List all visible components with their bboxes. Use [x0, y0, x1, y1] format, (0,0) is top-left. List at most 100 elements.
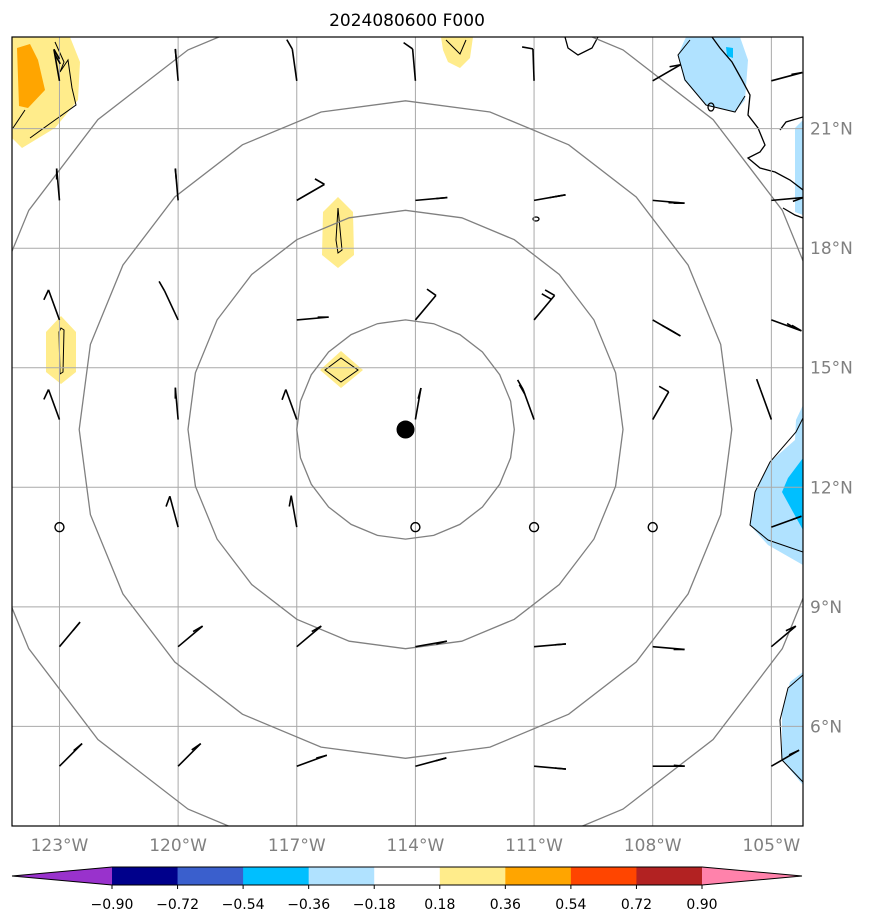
- wind-barb: [415, 640, 448, 648]
- barb-flag: [790, 515, 802, 521]
- coastline: [779, 116, 803, 131]
- colorbar-tick-label: −0.90: [91, 897, 134, 913]
- colorbar-bin: [177, 867, 244, 885]
- coastline: [711, 37, 803, 191]
- barb-flag: [541, 293, 552, 301]
- wind-barb: [403, 41, 417, 81]
- barb-flag: [786, 322, 798, 330]
- colorbar-tick-label: 0.18: [424, 897, 455, 913]
- contour-line: [779, 674, 803, 783]
- longitude-label: 123°W: [31, 836, 89, 856]
- wind-barb: [58, 621, 81, 648]
- barb-flag: [174, 168, 178, 180]
- colorbar-tick-label: 0.72: [621, 897, 652, 913]
- barb-shaft: [177, 743, 202, 767]
- wind-barb: [55, 168, 61, 201]
- wind-barb: [53, 48, 61, 81]
- longitude-labels: 123°W 120°W 117°W 114°W 111°W 108°W 105°W: [31, 836, 801, 856]
- wind-barb: [296, 316, 329, 321]
- barb-shaft: [47, 289, 61, 321]
- latitude-label: 6°N: [810, 717, 842, 737]
- range-ring-1: [187, 209, 624, 650]
- latitude-label: 21°N: [810, 120, 853, 140]
- wind-barb: [533, 643, 567, 648]
- barb-flag: [73, 742, 83, 752]
- positive-anomaly-region: [322, 197, 354, 268]
- colorbar-tick-label: −0.36: [287, 897, 330, 913]
- colorbar-bin: [570, 867, 637, 885]
- barb-shaft: [532, 48, 535, 81]
- coastline: [564, 37, 599, 56]
- barb-flag: [53, 48, 61, 60]
- barb-shaft: [169, 496, 179, 528]
- barb-shaft: [177, 625, 204, 648]
- wind-barb: [516, 379, 535, 420]
- barb-flag: [549, 194, 561, 199]
- colorbar-extend-high: [702, 867, 802, 885]
- barb-flag: [436, 196, 448, 200]
- barb-shaft: [296, 183, 325, 202]
- colorbar-bin: [439, 867, 506, 885]
- negative-anomaly-core: [782, 458, 803, 530]
- barb-flag: [435, 757, 447, 762]
- wind-barb: [43, 289, 61, 321]
- wind-barb: [296, 754, 328, 767]
- wind-barb: [771, 196, 803, 203]
- coastlines: [532, 37, 803, 222]
- barb-shaft: [652, 64, 681, 82]
- longitude-label: 117°W: [268, 836, 326, 856]
- wind-barb: [296, 625, 322, 648]
- positive-anomaly-region: [320, 351, 363, 388]
- barb-flag: [417, 387, 422, 399]
- longitude-label: 105°W: [742, 836, 800, 856]
- positive-anomaly-core: [17, 44, 45, 108]
- range-rings: [12, 37, 803, 826]
- wind-barb: [647, 521, 658, 533]
- barb-flag: [311, 625, 322, 633]
- wind-barb: [43, 389, 61, 420]
- wind-barb: [652, 319, 681, 337]
- calm-wind-marker: [410, 521, 421, 533]
- gridlines: [12, 37, 803, 826]
- wind-barb: [58, 742, 83, 767]
- positive-anomaly-region: [46, 316, 76, 384]
- contour-line: [677, 39, 746, 113]
- wind-barb: [770, 625, 797, 648]
- contour-line: [12, 41, 77, 139]
- map-frame: [11, 36, 804, 827]
- barb-flag: [554, 643, 567, 646]
- wind-barb: [174, 168, 179, 201]
- wind-barb: [652, 645, 685, 651]
- barb-flag: [791, 324, 802, 332]
- wind-barb: [652, 64, 681, 82]
- barb-flag: [43, 389, 50, 400]
- wind-barb: [158, 280, 179, 321]
- calm-wind-marker: [647, 521, 658, 533]
- barb-flag: [288, 495, 292, 507]
- wind-barb: [410, 521, 421, 533]
- colorbar-extend-low: [12, 867, 112, 885]
- longitude-label: 120°W: [149, 836, 207, 856]
- wind-barb: [755, 378, 773, 420]
- barb-flag: [785, 625, 797, 632]
- barb-shaft: [759, 389, 773, 420]
- wind-barb: [54, 521, 65, 533]
- barb-flag: [165, 495, 171, 507]
- wind-barb: [528, 521, 540, 533]
- barb-flag: [791, 71, 803, 76]
- colorbar-tick-label: 0.36: [490, 897, 521, 913]
- wind-barb: [533, 765, 567, 770]
- latitude-label: 18°N: [810, 239, 853, 259]
- barb-flag: [281, 389, 287, 401]
- contour-line: [445, 39, 467, 55]
- wind-barb: [652, 199, 685, 204]
- barb-flag: [658, 385, 670, 393]
- shaded-fields: [12, 37, 803, 785]
- barb-flag: [755, 378, 762, 390]
- barb-shaft: [290, 495, 298, 528]
- storm-center-marker: [396, 420, 415, 439]
- barb-shaft: [771, 196, 803, 202]
- barb-flag: [192, 625, 204, 633]
- colorbar-bin: [243, 867, 310, 885]
